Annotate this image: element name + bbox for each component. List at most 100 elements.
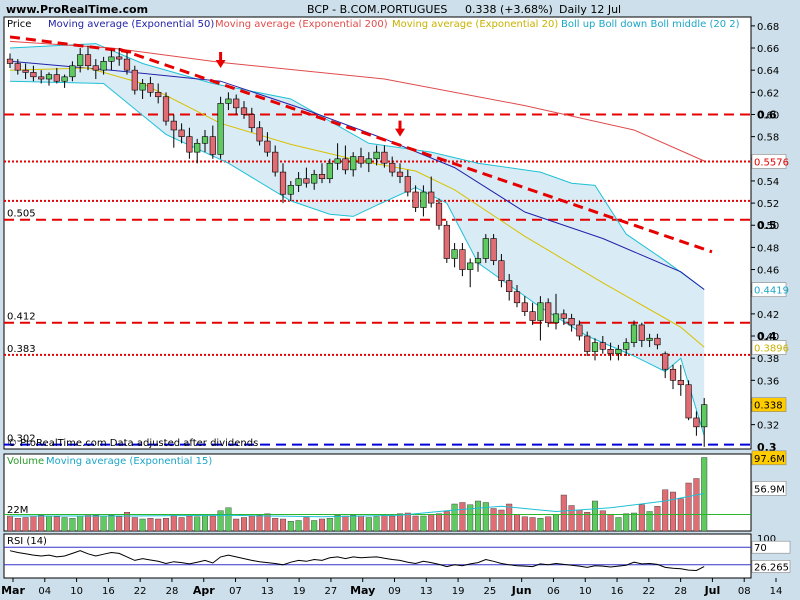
- volume-ema-line: [10, 493, 705, 518]
- volume-bar: [467, 504, 474, 532]
- candle: [685, 380, 692, 421]
- price-tick-label: 0.66: [757, 44, 779, 55]
- candle-body: [326, 162, 333, 180]
- x-tick-label: 25: [484, 586, 497, 597]
- candle: [537, 296, 544, 341]
- candle-body: [217, 103, 224, 155]
- site-title[interactable]: www.ProRealTime.com: [6, 3, 148, 16]
- candle: [701, 398, 708, 447]
- candle: [139, 79, 146, 99]
- candle: [147, 76, 154, 97]
- volume-bar: [248, 515, 255, 532]
- candle-body: [685, 384, 692, 419]
- candle: [61, 74, 68, 88]
- candle: [560, 309, 567, 325]
- price-tick-label: 0.36: [757, 376, 779, 387]
- volume-bar: [240, 517, 247, 532]
- volume-bar: [287, 521, 294, 532]
- candle: [428, 176, 435, 208]
- candle: [529, 302, 536, 325]
- candle: [404, 169, 411, 197]
- volume-bar: [116, 516, 123, 532]
- candle: [287, 180, 294, 201]
- candle: [568, 313, 575, 332]
- candle-body: [225, 98, 232, 104]
- x-tick-label: Jul: [704, 584, 721, 597]
- volume-bar: [53, 516, 60, 532]
- x-tick-label: 28: [674, 586, 687, 597]
- volume-bar: [84, 514, 91, 532]
- legend-bollinger: Boll up Boll down Boll middle (20 2): [561, 19, 740, 30]
- candle: [498, 254, 505, 288]
- candle-body: [162, 96, 170, 122]
- candle-body: [69, 65, 76, 78]
- data-note: © ProRealTime.com Data adjusted after di…: [7, 438, 258, 449]
- rsi-line: [9, 550, 705, 572]
- candle-body: [693, 417, 700, 428]
- candle: [443, 220, 450, 263]
- volume-bar: [373, 516, 380, 532]
- candle: [311, 169, 318, 190]
- volume-bar: [280, 518, 287, 532]
- candle: [217, 96, 224, 159]
- volume-bar: [264, 513, 271, 532]
- candle: [6, 53, 14, 68]
- volume-bar: [6, 515, 13, 532]
- volume-bar: [662, 489, 669, 532]
- volume-bar: [459, 502, 466, 532]
- bollinger-band-fill: [10, 43, 705, 436]
- volume-bar: [272, 518, 279, 532]
- volume-bar: [139, 518, 146, 532]
- candle-body: [279, 171, 287, 195]
- price-value-tag-0: 0.5576: [754, 157, 789, 168]
- candle: [576, 320, 583, 341]
- volume-bar: [22, 517, 29, 532]
- price-tick-label: 0.46: [757, 266, 779, 277]
- price-value-tag-box-3: [751, 397, 787, 412]
- period-label: Daily 12 Jul: [559, 3, 621, 16]
- candle-body: [256, 127, 263, 142]
- volume-bar: [576, 509, 583, 532]
- candle: [100, 56, 107, 75]
- candle: [490, 234, 497, 266]
- volume-bar: [646, 511, 653, 532]
- candle-body: [513, 291, 521, 304]
- candle: [521, 296, 528, 317]
- candle-body: [186, 136, 193, 153]
- volume-bar: [584, 512, 591, 532]
- x-tick-label: 27: [325, 586, 338, 597]
- volume-value-tag-box-1: [751, 481, 787, 496]
- volume-bar: [170, 515, 177, 532]
- candle: [474, 251, 482, 272]
- candle-body: [233, 98, 240, 109]
- candle-body: [287, 185, 294, 195]
- candle-body: [506, 280, 513, 293]
- rsi-tick-label: 100: [757, 534, 776, 545]
- x-tick-label: 13: [420, 586, 433, 597]
- candle: [669, 364, 677, 390]
- candle: [451, 242, 458, 268]
- volume-bar: [233, 518, 240, 532]
- candle: [178, 123, 185, 144]
- candle-body: [334, 158, 341, 164]
- candle: [638, 322, 645, 348]
- candle: [84, 45, 92, 71]
- candle-body: [381, 151, 388, 164]
- candle-body: [147, 83, 154, 93]
- candle-body: [318, 173, 326, 180]
- volume-bar: [123, 512, 130, 532]
- volume-bar: [389, 515, 396, 532]
- candle: [318, 163, 326, 184]
- volume-bar: [451, 503, 458, 532]
- volume-bar: [194, 516, 201, 532]
- volume-bar: [404, 512, 411, 532]
- candle-body: [178, 129, 185, 137]
- price-value-tag-box-0: [751, 154, 787, 169]
- rsi-panel[interactable]: [3, 533, 752, 579]
- candle: [264, 132, 271, 157]
- candle: [155, 83, 162, 104]
- volume-bar: [326, 518, 333, 532]
- candle-body: [529, 311, 536, 321]
- volume-bar: [342, 515, 349, 532]
- volume-bar: [217, 510, 224, 532]
